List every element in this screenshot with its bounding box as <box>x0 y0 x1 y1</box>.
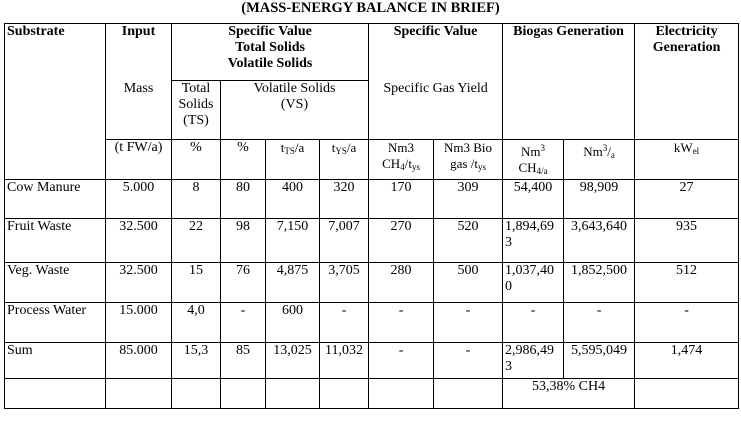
cell-ch4: 280 <box>368 262 435 303</box>
cell-substrate: Sum <box>4 342 106 379</box>
header-mass: Mass <box>105 80 172 140</box>
unit-tys: tYS/a <box>318 139 370 180</box>
cell-ts: 15 <box>171 262 221 303</box>
cell-ch4: 170 <box>368 179 435 219</box>
page-title: (MASS-ENERGY BALANCE IN BRIEF) <box>241 0 500 16</box>
cell-tts: 7,150 <box>265 218 320 263</box>
unit-nm3-ch4a: Nm3 CH4/a <box>502 139 565 180</box>
cell-mass: 32.500 <box>105 262 172 303</box>
table-row: Veg. Waste 32.500 15 76 4,875 3,705 280 … <box>4 262 740 303</box>
cell-substrate: Process Water <box>4 302 106 343</box>
header-total-solids-ts: Total Solids (TS) <box>171 80 221 140</box>
cell-biogas: - <box>433 342 504 379</box>
cell-biogas: 309 <box>433 179 504 219</box>
mass-energy-table: Substrate Input Specific Value Total Sol… <box>4 23 740 409</box>
cell-ch4a: 2,986,49 3 <box>502 342 565 379</box>
cell-ch4: - <box>368 302 435 343</box>
cell-kw: 512 <box>634 262 740 303</box>
cell-biogas: 500 <box>433 262 504 303</box>
header-specific-value-solids: Specific Value Total Solids Volatile Sol… <box>170 23 370 81</box>
cell-mass: 85.000 <box>105 342 172 379</box>
cell-tts: 13,025 <box>265 342 320 379</box>
cell-vs: - <box>220 302 266 343</box>
unit-nm3a: Nm3/a <box>563 139 636 180</box>
unit-tts: tTS/a <box>265 139 320 180</box>
header-biogas-generation: Biogas Generation <box>502 23 636 81</box>
header-input: Input <box>105 23 172 81</box>
cell-vs: 80 <box>220 179 266 219</box>
table-row: Fruit Waste 32.500 22 98 7,150 7,007 270… <box>4 218 740 263</box>
cell-tys: 11,032 <box>318 342 370 379</box>
cell-kw: 935 <box>634 218 740 263</box>
cell-nm3a: - <box>563 302 636 343</box>
header-electricity-generation: Electricity Generation <box>634 23 740 81</box>
cell-ts: 22 <box>171 218 221 263</box>
cell-ch4a: 1,037,40 0 <box>502 262 565 303</box>
cell-tys: - <box>318 302 370 343</box>
cell-vs: 85 <box>220 342 266 379</box>
unit-vs-pct: % <box>220 139 266 180</box>
cell-vs: 98 <box>220 218 266 263</box>
cell-kw: 1,474 <box>634 342 740 379</box>
cell-mass: 15.000 <box>105 302 172 343</box>
header-volatile-solids-vs: Volatile Solids (VS) <box>219 80 370 140</box>
cell-mass: 5.000 <box>105 179 172 219</box>
table-row: Process Water 15.000 4,0 - 600 - - - - -… <box>4 302 740 343</box>
cell-tys: 320 <box>318 179 370 219</box>
cell-tts: 600 <box>265 302 320 343</box>
header-total-solids: Total Solids <box>235 40 305 55</box>
cell-ch4: 270 <box>368 218 435 263</box>
cell-nm3a: 98,909 <box>563 179 636 219</box>
header-specific-value-2: Specific Value <box>368 23 504 81</box>
cell-tys: 7,007 <box>318 218 370 263</box>
table-row: Sum 85.000 15,3 85 13,025 11,032 - - 2,9… <box>4 342 740 379</box>
cell-kw: 27 <box>634 179 740 219</box>
cell-mass: 32.500 <box>105 218 172 263</box>
cell-substrate: Cow Manure <box>4 179 106 219</box>
cell-ch4a: - <box>502 302 565 343</box>
header-specific-gas-yield: Specific Gas Yield <box>368 80 504 140</box>
unit-mass: (t FW/a) <box>105 139 172 180</box>
cell-nm3a: 1,852,500 <box>563 262 636 303</box>
header-specific-value-1: Specific Value <box>228 24 312 40</box>
header-volatile-solids: Volatile Solids <box>227 56 313 71</box>
cell-substrate: Fruit Waste <box>4 218 106 263</box>
cell-biogas: - <box>433 302 504 343</box>
table-row: Cow Manure 5.000 8 80 400 320 170 309 54… <box>4 179 740 219</box>
cell-tts: 4,875 <box>265 262 320 303</box>
cell-ts: 15,3 <box>171 342 221 379</box>
cell-ts: 8 <box>171 179 221 219</box>
cell-tts: 400 <box>265 179 320 219</box>
methane-share-note: 53,38% CH4 <box>502 378 636 409</box>
unit-nm3-biogas: Nm3 Bio gas /tys <box>433 139 504 180</box>
cell-ch4a: 54,400 <box>502 179 565 219</box>
cell-vs: 76 <box>220 262 266 303</box>
cell-ch4: - <box>368 342 435 379</box>
cell-kw: - <box>634 302 740 343</box>
header-substrate: Substrate <box>4 23 106 81</box>
cell-tys: 3,705 <box>318 262 370 303</box>
cell-ch4a: 1,894,69 3 <box>502 218 565 263</box>
unit-ts-pct: % <box>171 139 221 180</box>
cell-substrate: Veg. Waste <box>4 262 106 303</box>
unit-nm3-ch4: Nm3 CH4/tys <box>368 139 435 180</box>
cell-biogas: 520 <box>433 218 504 263</box>
unit-kwel: kWel <box>634 139 740 180</box>
cell-ts: 4,0 <box>171 302 221 343</box>
header-volatile-solids-vs-label: Volatile Solids (VS) <box>253 81 336 113</box>
cell-nm3a: 3,643,640 <box>563 218 636 263</box>
cell-nm3a: 5,595,049 <box>563 342 636 379</box>
